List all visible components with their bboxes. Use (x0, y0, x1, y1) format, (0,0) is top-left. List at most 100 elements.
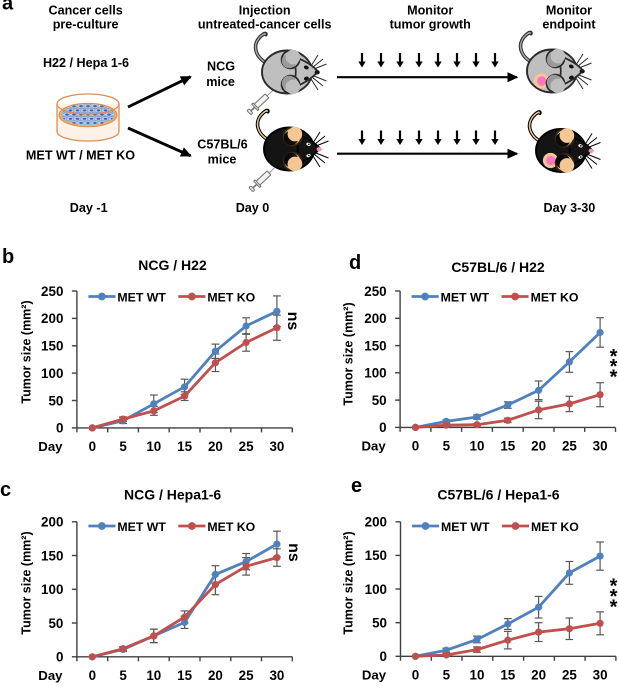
svg-text:30: 30 (269, 439, 284, 454)
svg-text:*: * (610, 346, 618, 368)
svg-text:10: 10 (146, 668, 161, 683)
svg-text:MET WT: MET WT (441, 290, 490, 304)
svg-text:25: 25 (562, 439, 577, 454)
svg-text:*: * (610, 586, 618, 608)
svg-text:100: 100 (365, 582, 387, 597)
svg-text:20: 20 (208, 439, 223, 454)
svg-text:Day: Day (38, 439, 63, 454)
svg-text:200: 200 (365, 515, 387, 530)
svg-text:0: 0 (56, 421, 63, 436)
svg-text:tumor growth: tumor growth (390, 18, 471, 32)
svg-text:25: 25 (562, 668, 577, 683)
svg-text:Injection: Injection (239, 3, 291, 17)
svg-text:Day: Day (38, 668, 63, 683)
svg-text:Day 0: Day 0 (236, 201, 270, 215)
svg-text:MET WT / MET KO: MET WT / MET KO (26, 148, 135, 162)
svg-text:20: 20 (208, 668, 223, 683)
svg-text:e: e (351, 475, 362, 497)
svg-text:5: 5 (443, 668, 451, 683)
svg-text:30: 30 (593, 668, 608, 683)
svg-text:MET KO: MET KO (531, 520, 579, 534)
svg-text:250: 250 (364, 284, 386, 299)
svg-text:25: 25 (239, 439, 254, 454)
svg-text:mice: mice (208, 152, 237, 166)
svg-text:5: 5 (119, 439, 127, 454)
svg-text:20: 20 (531, 439, 546, 454)
svg-text:b: b (2, 246, 14, 268)
svg-text:15: 15 (177, 439, 192, 454)
svg-text:15: 15 (500, 668, 515, 683)
svg-text:150: 150 (41, 548, 63, 563)
svg-text:NCG / H22: NCG / H22 (138, 257, 207, 273)
svg-text:untreated-cancer cells: untreated-cancer cells (198, 18, 332, 32)
svg-text:0: 0 (412, 439, 419, 454)
svg-text:NCG / Hepa1-6: NCG / Hepa1-6 (124, 487, 221, 503)
svg-text:150: 150 (365, 548, 387, 563)
svg-text:C57BL/6: C57BL/6 (197, 137, 247, 151)
svg-text:200: 200 (41, 311, 63, 326)
svg-text:Tumor size (mm²): Tumor size (mm²) (20, 300, 34, 403)
svg-text:250: 250 (41, 284, 63, 299)
svg-text:30: 30 (269, 668, 284, 683)
svg-text:Tumor size (mm²): Tumor size (mm²) (20, 531, 34, 634)
svg-text:a: a (2, 0, 14, 15)
svg-text:10: 10 (470, 439, 485, 454)
svg-text:Day: Day (362, 668, 387, 683)
svg-text:MET WT: MET WT (117, 520, 166, 534)
svg-text:200: 200 (41, 515, 63, 530)
svg-text:MET KO: MET KO (531, 290, 579, 304)
svg-text:*: * (610, 367, 618, 389)
svg-text:Day: Day (361, 439, 386, 454)
svg-text:C57BL/6 / H22: C57BL/6 / H22 (451, 259, 545, 275)
svg-text:c: c (0, 479, 11, 501)
svg-text:ns: ns (284, 312, 301, 331)
svg-text:MET WT: MET WT (441, 520, 490, 534)
svg-text:50: 50 (48, 393, 63, 408)
svg-text:Tumor size (mm²): Tumor size (mm²) (342, 302, 356, 405)
svg-text:10: 10 (470, 668, 485, 683)
svg-text:30: 30 (593, 439, 608, 454)
svg-text:ns: ns (285, 543, 302, 562)
svg-text:150: 150 (364, 338, 386, 353)
svg-text:*: * (610, 356, 618, 378)
svg-text:mice: mice (206, 75, 235, 89)
svg-text:15: 15 (500, 439, 515, 454)
svg-text:150: 150 (41, 339, 63, 354)
svg-text:200: 200 (364, 311, 386, 326)
svg-text:C57BL/6 / Hepa1-6: C57BL/6 / Hepa1-6 (437, 487, 559, 503)
svg-text:Monitor: Monitor (407, 3, 453, 17)
svg-text:50: 50 (48, 616, 63, 631)
svg-text:MET KO: MET KO (207, 520, 255, 534)
svg-text:15: 15 (177, 668, 192, 683)
svg-text:0: 0 (89, 668, 96, 683)
svg-text:50: 50 (372, 616, 387, 631)
svg-text:5: 5 (119, 668, 127, 683)
svg-text:20: 20 (531, 668, 546, 683)
svg-text:MET KO: MET KO (207, 290, 255, 304)
svg-text:100: 100 (364, 366, 386, 381)
svg-text:NCG: NCG (207, 59, 235, 73)
svg-text:*: * (610, 576, 618, 598)
svg-text:MET WT: MET WT (117, 290, 166, 304)
svg-text:Tumor size (mm²): Tumor size (mm²) (342, 531, 356, 634)
svg-text:Day 3-30: Day 3-30 (543, 201, 595, 215)
svg-text:5: 5 (443, 439, 451, 454)
svg-text:10: 10 (146, 439, 161, 454)
svg-text:0: 0 (380, 649, 387, 664)
svg-text:100: 100 (41, 366, 63, 381)
svg-text:0: 0 (412, 668, 419, 683)
svg-text:pre-culture: pre-culture (53, 18, 119, 32)
svg-text:0: 0 (56, 650, 63, 665)
svg-text:endpoint: endpoint (542, 18, 596, 32)
svg-text:50: 50 (372, 393, 387, 408)
svg-text:0: 0 (89, 439, 96, 454)
svg-text:Monitor: Monitor (546, 3, 592, 17)
svg-text:H22 / Hepa 1-6: H22 / Hepa 1-6 (43, 56, 129, 70)
svg-text:*: * (610, 596, 618, 618)
svg-text:25: 25 (239, 668, 254, 683)
svg-text:Cancer cells: Cancer cells (48, 3, 122, 17)
svg-text:100: 100 (41, 582, 63, 597)
svg-text:d: d (349, 252, 361, 274)
svg-text:0: 0 (379, 420, 386, 435)
svg-text:Day -1: Day -1 (70, 201, 108, 215)
